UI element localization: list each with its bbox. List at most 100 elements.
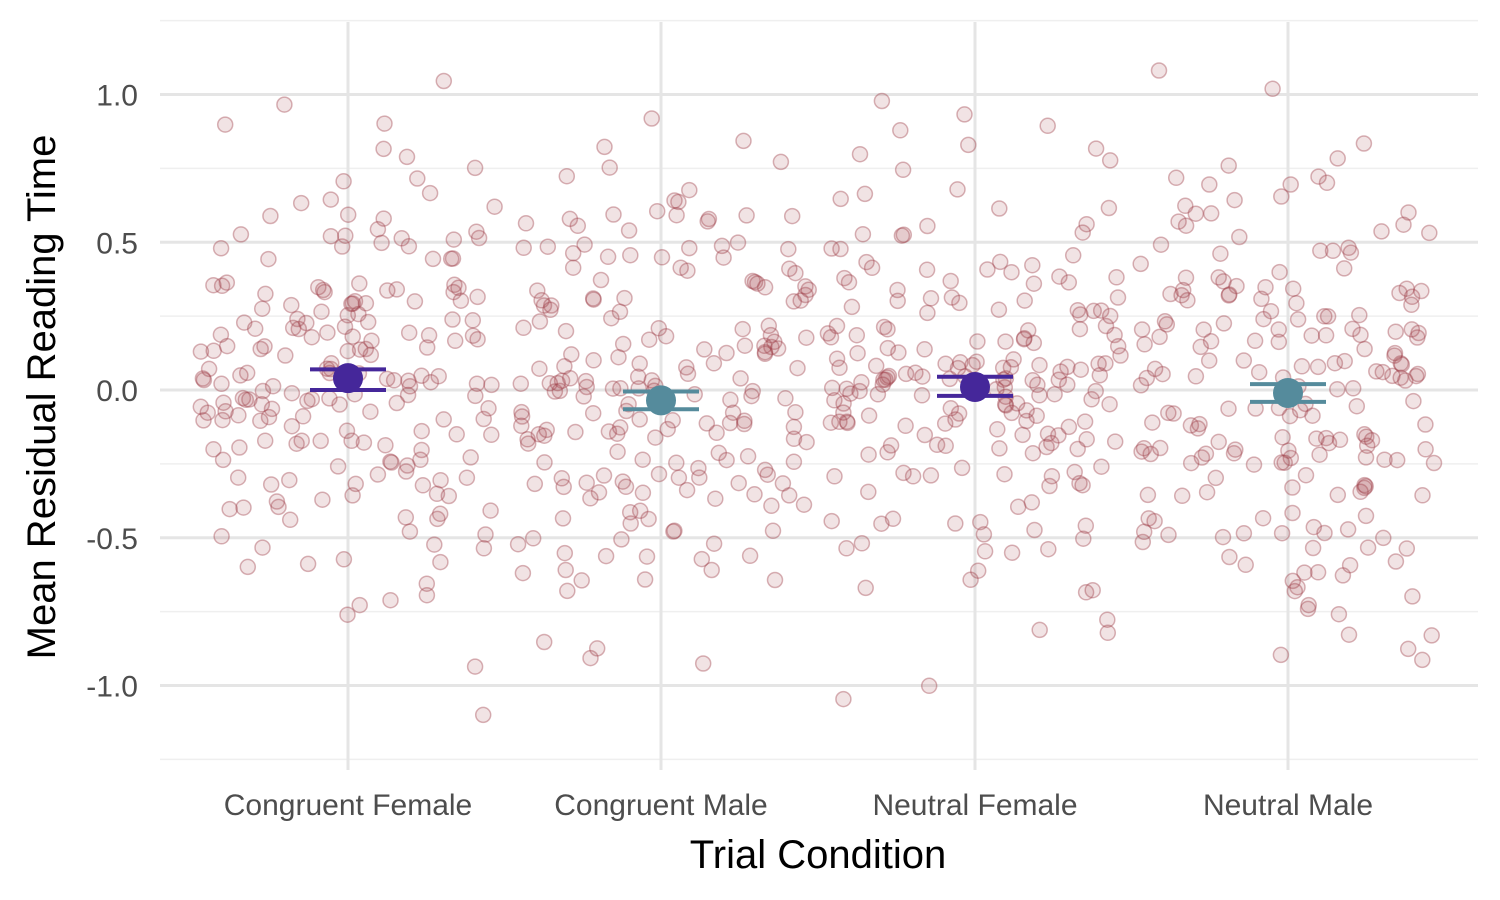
data-point <box>1312 242 1329 259</box>
data-point <box>851 382 868 400</box>
data-point <box>856 185 874 203</box>
data-point <box>310 278 327 296</box>
data-point <box>420 327 438 344</box>
data-point <box>260 408 278 426</box>
y-tick-label: 1.0 <box>96 80 138 113</box>
data-point <box>256 338 273 355</box>
data-point <box>1359 539 1377 556</box>
data-point <box>916 341 933 358</box>
data-point <box>214 411 231 429</box>
data-point <box>858 253 875 271</box>
data-point <box>357 340 375 358</box>
data-point <box>785 453 803 471</box>
data-point <box>1182 454 1200 472</box>
jitter-points-layer <box>192 62 1443 724</box>
data-point <box>418 339 436 356</box>
data-point <box>990 301 1008 318</box>
data-point <box>406 293 424 310</box>
data-point <box>1132 377 1150 394</box>
data-point <box>968 353 985 370</box>
data-point <box>1182 417 1200 434</box>
data-point <box>446 276 463 294</box>
data-point <box>617 478 635 496</box>
data-point <box>1357 507 1375 525</box>
data-point <box>375 140 392 158</box>
data-point <box>599 248 617 266</box>
data-point <box>585 291 602 308</box>
data-point <box>469 288 486 306</box>
data-point <box>1330 605 1348 623</box>
data-point <box>1235 525 1253 542</box>
data-point <box>595 467 613 484</box>
data-point <box>1220 287 1238 304</box>
data-point <box>601 159 618 176</box>
data-point <box>192 343 210 360</box>
data-point <box>960 136 977 154</box>
data-point <box>283 384 301 402</box>
data-point <box>698 415 716 432</box>
data-point <box>1395 216 1412 233</box>
data-point <box>241 391 258 408</box>
data-point <box>996 379 1014 396</box>
data-point <box>1386 344 1404 362</box>
data-point <box>338 422 356 440</box>
data-point <box>936 415 954 432</box>
data-point <box>1358 437 1376 454</box>
data-point <box>1108 269 1125 286</box>
data-point <box>254 382 272 400</box>
data-point <box>780 487 798 504</box>
data-point <box>216 116 234 133</box>
data-point <box>879 369 896 386</box>
data-point <box>1064 247 1082 264</box>
data-point <box>741 547 759 565</box>
data-point <box>253 300 271 317</box>
data-point <box>382 453 399 470</box>
data-point <box>860 407 878 424</box>
data-point <box>647 429 664 446</box>
data-point <box>230 407 247 424</box>
data-point <box>743 387 760 405</box>
data-point <box>335 551 353 568</box>
mean-point <box>333 363 363 394</box>
data-point <box>918 261 936 279</box>
data-point <box>843 298 861 316</box>
data-point <box>322 191 340 208</box>
data-point <box>483 376 500 394</box>
data-point <box>350 305 367 323</box>
data-point <box>335 173 352 190</box>
data-point <box>713 237 731 255</box>
data-point <box>762 326 780 344</box>
data-point <box>857 579 874 597</box>
data-point <box>783 207 801 225</box>
data-point <box>344 487 361 504</box>
data-point <box>1162 285 1179 303</box>
data-point <box>268 493 286 510</box>
data-point <box>1286 582 1304 600</box>
data-point <box>281 511 299 529</box>
data-point <box>246 320 264 337</box>
data-point <box>475 410 492 428</box>
data-point <box>214 451 232 469</box>
data-point <box>1112 347 1129 364</box>
data-point <box>1146 360 1164 378</box>
data-point <box>1025 334 1043 352</box>
data-point <box>596 138 613 156</box>
data-point <box>1085 302 1102 320</box>
data-point <box>276 96 293 113</box>
data-point <box>337 227 354 244</box>
data-point <box>422 373 440 391</box>
data-point <box>445 283 462 301</box>
data-point <box>1173 487 1191 505</box>
data-point <box>1309 564 1327 581</box>
data-point <box>640 331 658 348</box>
data-point <box>1100 199 1118 217</box>
data-point <box>875 318 893 336</box>
data-point <box>826 392 843 409</box>
data-point <box>1309 358 1327 376</box>
data-point <box>611 303 629 321</box>
data-point <box>450 279 467 297</box>
data-point <box>448 426 465 443</box>
data-point <box>1340 239 1357 257</box>
data-point <box>718 451 735 469</box>
data-point <box>972 513 989 531</box>
